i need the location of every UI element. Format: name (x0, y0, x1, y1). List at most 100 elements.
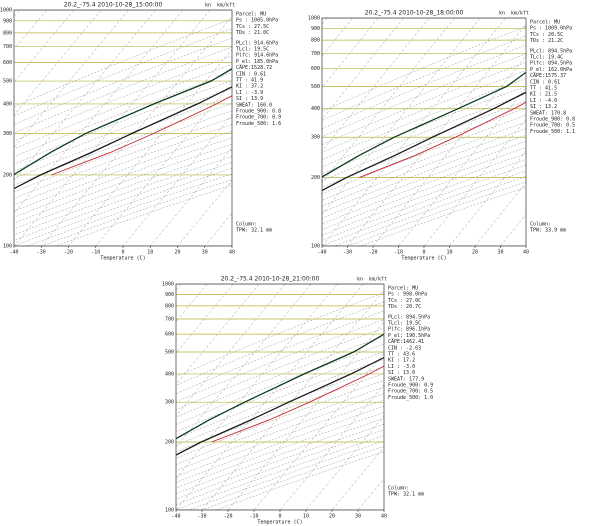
parcel-info: Plfc: 894.5hPa (530, 61, 572, 67)
parcel-info: LI : -3.0 (388, 364, 415, 370)
x-tick-label: 20 (329, 514, 335, 520)
profile-line (176, 333, 384, 440)
parcel-info: P_el: 190.5hPa (388, 333, 430, 339)
x-tick-label: -30 (197, 514, 206, 520)
isotherm (176, 284, 182, 291)
dry-adiabat (176, 366, 384, 446)
x-tick-label: -10 (91, 250, 100, 256)
dry-adiabat (322, 93, 526, 175)
parcel-info: Froude_500: 1.6 (236, 121, 281, 127)
x-tick-label: 0 (278, 514, 281, 520)
y-tick-label: 300 (311, 135, 320, 141)
x-tick-label: -40 (317, 250, 326, 256)
plot-area (0, 284, 384, 510)
dry-adiabat (176, 292, 384, 378)
x-tick-label: -20 (64, 250, 73, 256)
dry-adiabat (14, 130, 232, 212)
dry-adiabat (176, 386, 384, 465)
dry-adiabat (14, 18, 232, 108)
isotherm (201, 289, 384, 510)
plot-background (176, 284, 384, 510)
x-axis-label: Temperature (C) (401, 256, 446, 262)
isotherm (14, 10, 102, 116)
column-info: Column: (236, 222, 257, 228)
plot-frame (13, 9, 233, 247)
y-tick-label: 900 (3, 18, 12, 24)
dry-adiabat (322, 128, 526, 207)
parcel-info: SI : 13.9 (236, 96, 263, 102)
isotherm (347, 23, 526, 246)
parcel-info: Froude_700: 0.5 (530, 123, 575, 129)
height-label: km/kft (369, 277, 387, 283)
parcel-info: SWEAT: 177.9 (388, 376, 424, 382)
parcel-info: KI : 21.5 (530, 92, 557, 98)
isotherm (423, 118, 526, 246)
isotherm (122, 114, 232, 246)
isotherm (14, 10, 75, 83)
dry-adiabat (14, 117, 232, 199)
y-tick-label: 100 (311, 244, 320, 250)
parcel-info: SWEAT: 160.0 (236, 102, 272, 108)
wind-label: kn (357, 277, 363, 283)
profile-line (322, 71, 526, 178)
parcel-info: Ps : 998.0hPa (388, 292, 427, 298)
dry-adiabat (14, 80, 232, 165)
profile-line (14, 68, 232, 176)
plot-frame (321, 17, 527, 247)
plot-background (322, 18, 526, 246)
isotherm (398, 87, 526, 246)
parcel-info: TCs : 27.0C (388, 298, 421, 304)
y-tick-label: 200 (165, 439, 174, 445)
isotherm (177, 180, 232, 246)
isotherm (279, 384, 384, 510)
parcel-info: CAPE:1462.41 (388, 339, 424, 345)
dry-adiabat (176, 393, 384, 471)
parcel-info: TDs : 21.2C (530, 38, 563, 44)
isotherm (253, 352, 384, 510)
dry-adiabat (14, 143, 232, 224)
dry-adiabat (322, 121, 526, 201)
x-tick-label: -20 (368, 250, 377, 256)
dry-adiabat (322, 153, 526, 230)
chart-title: 20.2_-75.4 2010-10-28_21:00:00 (221, 276, 320, 283)
dry-adiabat (176, 358, 384, 439)
y-tick-label: 900 (165, 292, 174, 298)
wind-label: kn (499, 11, 505, 17)
dry-adiabat (14, 95, 232, 179)
y-tick-label: 600 (165, 332, 174, 338)
isotherm (322, 18, 481, 215)
x-tick-label: 30 (355, 514, 361, 520)
dry-adiabat (176, 343, 384, 425)
y-tick-label: 600 (311, 66, 320, 72)
y-tick-label: 1000 (0, 8, 12, 14)
y-tick-label: 1000 (308, 16, 320, 22)
parcel-info: TLcl: 19.5C (236, 47, 269, 53)
parcel-info: TLcl: 19.5C (388, 321, 421, 327)
parcel-info: Froude_900: 0.8 (236, 109, 281, 115)
parcel-info: LI : -3.9 (236, 90, 263, 96)
column-info: Column: (530, 222, 551, 228)
parcel-info: Froude_900: 0.8 (530, 117, 575, 123)
isotherm (176, 284, 286, 417)
parcel-info: Parcel: MU (388, 286, 418, 292)
parcel-info: P_el: 185.0hPa (236, 59, 278, 65)
x-tick-label: 40 (229, 250, 235, 256)
y-tick-label: 900 (311, 26, 320, 32)
parcel-info: Plfc: 896.1hPa (388, 327, 430, 333)
parcel-info: Froude_700: 0.5 (388, 389, 433, 395)
parcel-info: PLcl: 894.5hPa (530, 48, 572, 54)
isotherm (176, 284, 338, 480)
plot-frame (175, 283, 385, 511)
y-tick-label: 700 (311, 51, 320, 57)
isotherm (0, 284, 129, 510)
y-tick-label: 100 (165, 508, 174, 514)
column-info: TPW: 33.9 mm (530, 228, 566, 234)
y-tick-label: 400 (3, 101, 12, 107)
column-info: Column: (388, 486, 409, 492)
isotherm (0, 284, 51, 510)
parcel-info: Ps : 1009.0hPa (530, 26, 572, 32)
x-tick-label: 0 (422, 250, 425, 256)
parcel-info: TLcl: 19.4C (530, 55, 563, 61)
plot-area (14, 10, 232, 246)
